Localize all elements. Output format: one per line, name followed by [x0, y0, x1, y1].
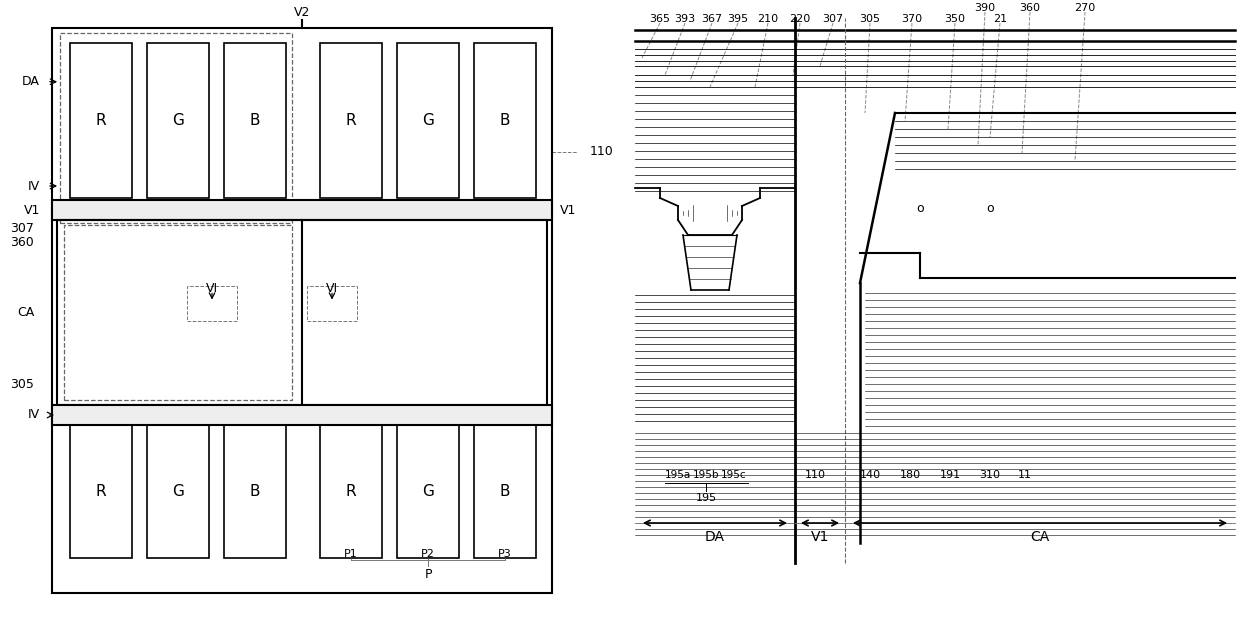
Text: V1: V1 [24, 204, 40, 217]
Text: 305: 305 [859, 14, 880, 24]
Text: 307: 307 [10, 222, 33, 234]
Text: V2: V2 [294, 6, 310, 19]
Bar [148, 425, 210, 558]
Text: o: o [916, 201, 924, 214]
Text: 195a: 195a [665, 470, 691, 480]
Text: CA: CA [1030, 530, 1049, 544]
Text: 110: 110 [805, 470, 826, 480]
Text: B: B [249, 484, 260, 499]
Text: 220: 220 [790, 14, 811, 24]
Text: 195c: 195c [722, 470, 746, 480]
Text: 360: 360 [1019, 3, 1040, 13]
Bar [69, 43, 131, 198]
Text: 395: 395 [728, 14, 749, 24]
Text: P2: P2 [422, 549, 435, 559]
Text: VI: VI [326, 282, 339, 295]
Text: G: G [172, 484, 184, 499]
Text: 140: 140 [859, 470, 880, 480]
Text: 21: 21 [993, 14, 1007, 24]
Text: 11: 11 [1018, 470, 1032, 480]
Text: 350: 350 [945, 14, 966, 24]
Text: 360: 360 [10, 235, 33, 249]
Text: P: P [424, 568, 432, 581]
Text: 180: 180 [899, 470, 920, 480]
Bar [148, 43, 210, 198]
Bar [64, 225, 291, 400]
Bar [187, 285, 237, 320]
Text: 310: 310 [980, 470, 1001, 480]
Text: 307: 307 [822, 14, 843, 24]
Text: B: B [500, 484, 510, 499]
Text: 210: 210 [758, 14, 779, 24]
Text: 195b: 195b [693, 470, 719, 480]
Bar [474, 43, 536, 198]
Bar [474, 425, 536, 558]
Bar [320, 43, 382, 198]
Text: 191: 191 [940, 470, 961, 480]
Text: VI: VI [206, 282, 218, 295]
Bar [52, 405, 552, 425]
Text: o: o [986, 201, 993, 214]
Text: V1: V1 [811, 530, 830, 544]
Text: P1: P1 [345, 549, 358, 559]
Text: V1: V1 [560, 204, 577, 217]
Bar [52, 28, 552, 593]
Text: B: B [500, 113, 510, 128]
Text: R: R [346, 484, 356, 499]
Bar [69, 425, 131, 558]
Bar [224, 425, 286, 558]
Text: 365: 365 [650, 14, 671, 24]
Text: G: G [422, 113, 434, 128]
Text: 305: 305 [10, 379, 33, 391]
Bar [224, 43, 286, 198]
Text: R: R [95, 113, 107, 128]
Text: R: R [95, 484, 107, 499]
Text: CA: CA [17, 306, 33, 319]
Text: 367: 367 [702, 14, 723, 24]
Text: G: G [172, 113, 184, 128]
Text: 110: 110 [590, 145, 614, 158]
Text: 195: 195 [696, 493, 717, 503]
Text: 393: 393 [675, 14, 696, 24]
Text: DA: DA [22, 75, 40, 88]
Bar [52, 200, 552, 220]
Text: 390: 390 [975, 3, 996, 13]
Bar [57, 220, 547, 405]
Text: DA: DA [706, 530, 725, 544]
Text: IV: IV [27, 409, 40, 422]
Text: 370: 370 [901, 14, 923, 24]
Bar [60, 33, 291, 223]
Bar [320, 425, 382, 558]
Text: G: G [422, 484, 434, 499]
Text: R: R [346, 113, 356, 128]
Bar [397, 425, 459, 558]
Bar [308, 285, 357, 320]
Text: 270: 270 [1074, 3, 1096, 13]
Text: IV: IV [27, 179, 40, 193]
Bar [397, 43, 459, 198]
Text: P3: P3 [498, 549, 512, 559]
Text: B: B [249, 113, 260, 128]
